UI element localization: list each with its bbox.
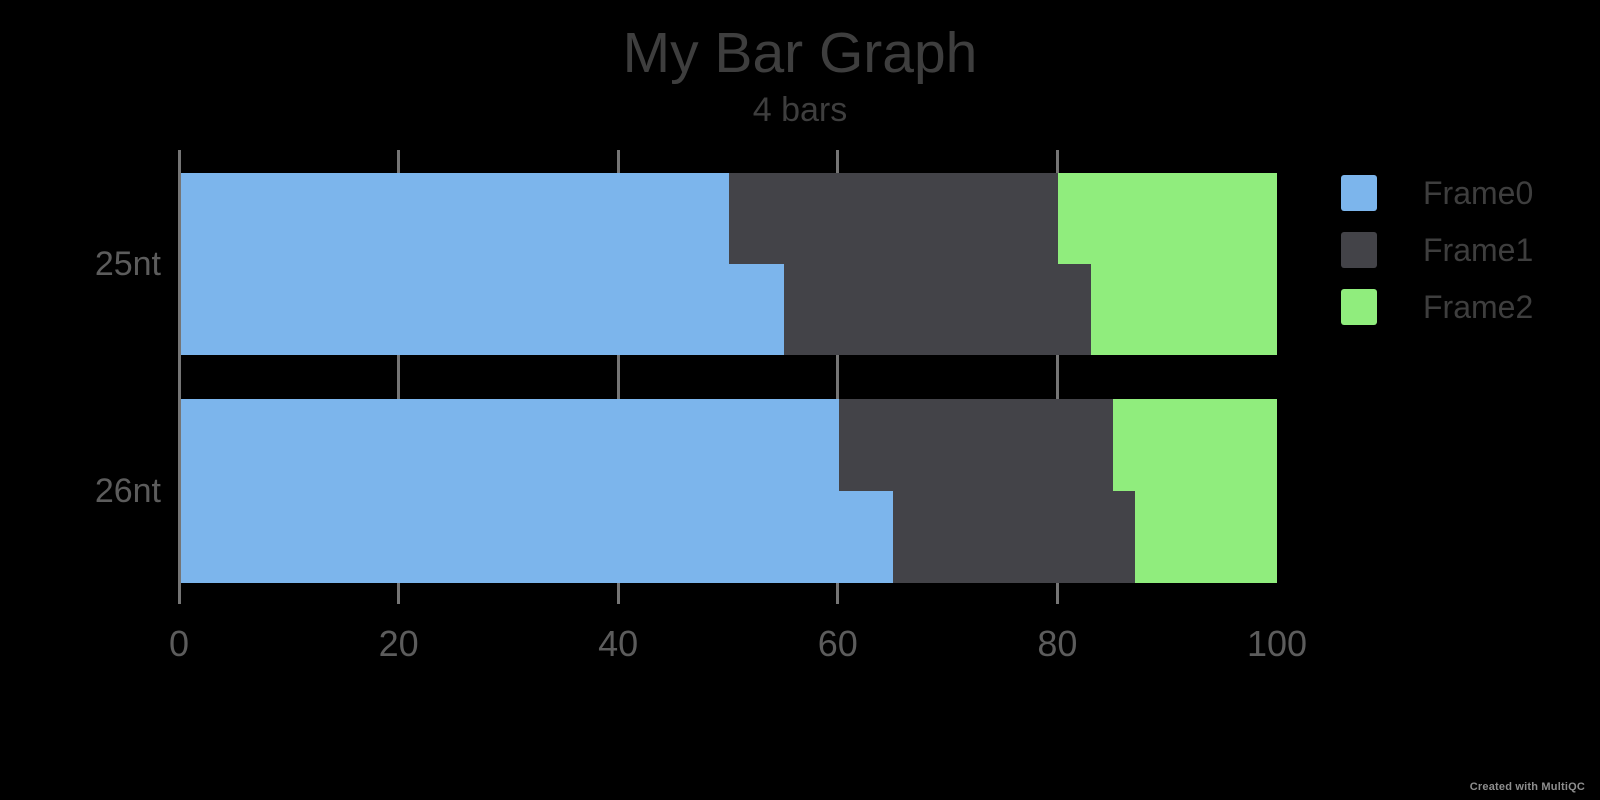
x-tick-label: 80: [1037, 623, 1078, 664]
legend-swatch: [1341, 175, 1377, 211]
bar-row: [181, 399, 1277, 583]
chart-subtitle: 4 bars: [752, 91, 848, 129]
x-tick-label: 100: [1246, 623, 1308, 664]
bar-row: [181, 173, 1277, 355]
bar-segment-frame1[interactable]: [838, 399, 1113, 491]
bar-segment-frame0[interactable]: [181, 264, 784, 355]
axis-tick: [1055, 583, 1059, 604]
legend-label: Frame1: [1423, 232, 1534, 268]
legend-item-frame2[interactable]: Frame2: [1341, 289, 1533, 325]
bar-segment-frame2[interactable]: [1057, 173, 1277, 264]
bar-segment-frame0[interactable]: [181, 399, 839, 491]
legend-label: Frame0: [1423, 175, 1534, 211]
stacked-bar: [181, 399, 1277, 491]
x-tick-label: 60: [817, 623, 858, 664]
multiqc-credit: Created with MultiQC: [1469, 781, 1585, 793]
x-tick-label: 40: [598, 623, 639, 664]
legend-swatch: [1341, 232, 1377, 268]
gridline: [177, 150, 181, 583]
bar-segment-frame1[interactable]: [729, 173, 1058, 264]
bar-segment-frame1[interactable]: [783, 264, 1091, 355]
axis-tick: [177, 583, 181, 604]
axis-tick: [397, 583, 401, 604]
bar-segment-frame1[interactable]: [893, 491, 1135, 583]
legend-item-frame1[interactable]: Frame1: [1341, 232, 1533, 268]
legend: Frame0 Frame1 Frame2: [1341, 175, 1533, 346]
gridline: [1055, 150, 1059, 583]
stacked-bar: [181, 264, 1277, 355]
axis-tick: [616, 583, 620, 604]
bar-segment-frame2[interactable]: [1134, 491, 1277, 583]
bar-segment-frame2[interactable]: [1090, 264, 1277, 355]
stacked-bar: [181, 491, 1277, 583]
x-tick-label: 20: [378, 623, 419, 664]
gridline: [836, 150, 840, 583]
axis-tick: [836, 583, 840, 604]
gridline: [616, 150, 620, 583]
plot-area: [177, 150, 1277, 604]
legend-label: Frame2: [1423, 289, 1534, 325]
stacked-bar: [181, 173, 1277, 264]
bar-segment-frame0[interactable]: [181, 173, 729, 264]
bar-segment-frame2[interactable]: [1112, 399, 1277, 491]
x-tick-label: 0: [168, 623, 190, 664]
y-category-label: 25nt: [94, 245, 161, 283]
y-category-label: 26nt: [94, 472, 161, 510]
legend-swatch: [1341, 289, 1377, 325]
chart-title: My Bar Graph: [622, 21, 978, 85]
legend-item-frame0[interactable]: Frame0: [1341, 175, 1533, 211]
gridline: [397, 150, 401, 583]
bar-segment-frame0[interactable]: [181, 491, 894, 583]
